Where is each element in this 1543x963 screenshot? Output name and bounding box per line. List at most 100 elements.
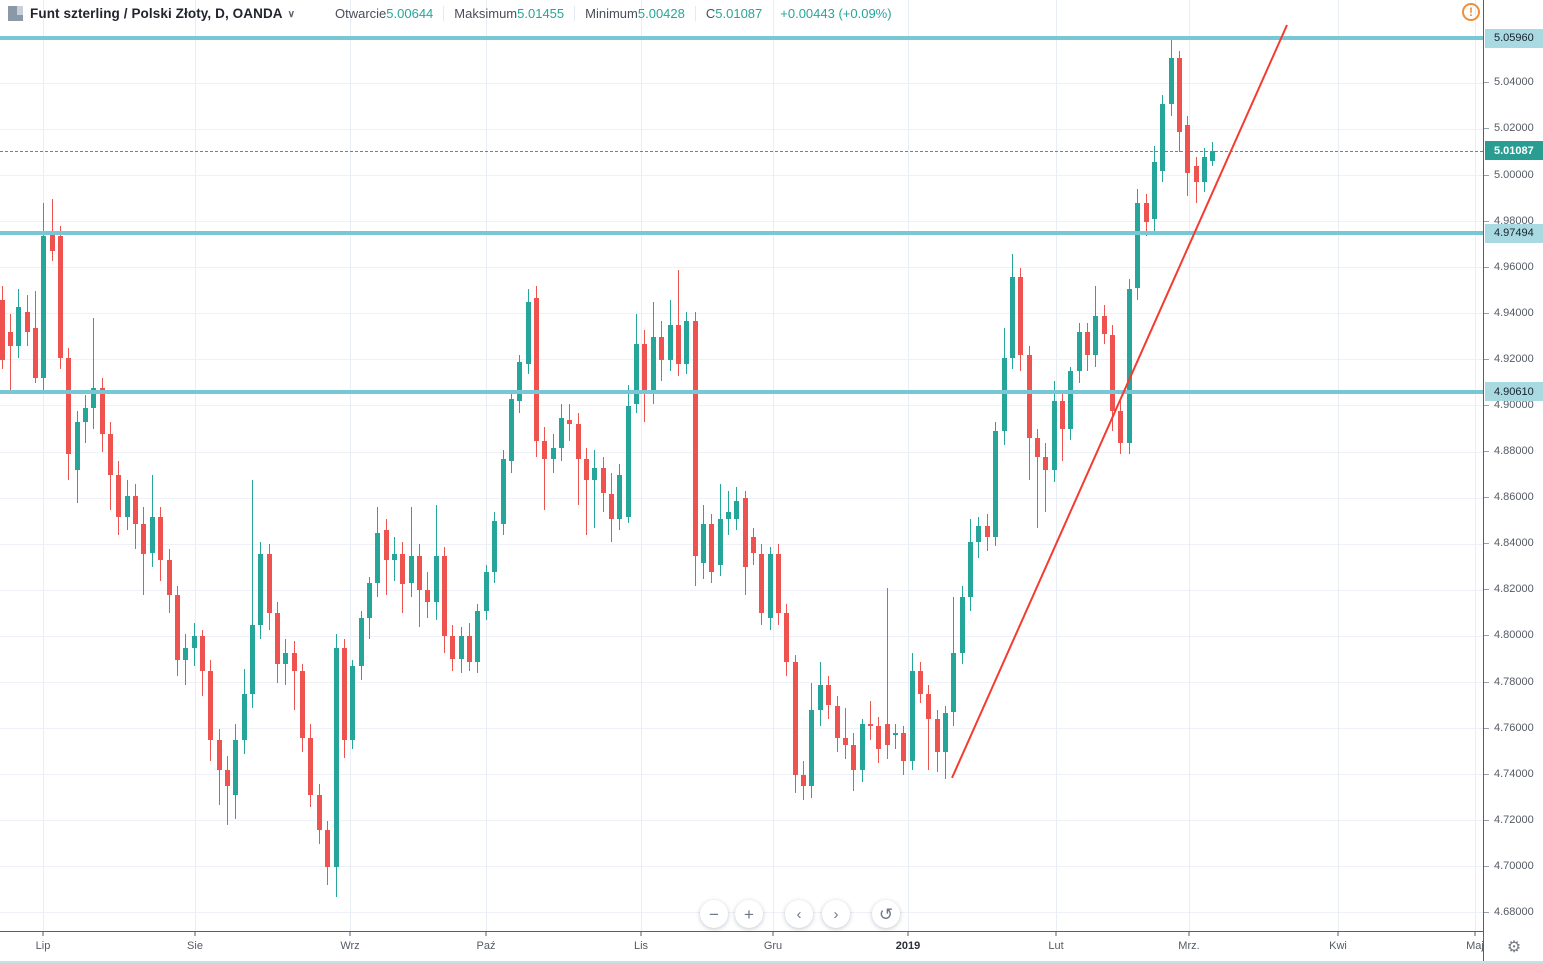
vertical-gridline — [1475, 0, 1476, 931]
price-tick-text: 4.86000 — [1494, 491, 1534, 504]
gear-icon[interactable]: ⚙ — [1506, 939, 1522, 956]
candle-body — [1085, 332, 1090, 356]
horizontal-gridline — [0, 682, 1483, 683]
candle-wick — [586, 447, 587, 536]
price-tick-text: 4.96000 — [1494, 260, 1534, 273]
candle-body — [1160, 104, 1166, 171]
price-axis-label: 4.80000 — [1484, 629, 1543, 643]
candle-body — [483, 571, 489, 612]
vertical-gridline — [486, 0, 487, 931]
candle-body — [859, 724, 865, 771]
candle-body — [233, 740, 239, 796]
vertical-gridline — [350, 0, 351, 931]
candle-body — [1051, 401, 1057, 471]
pan-right-button[interactable]: › — [822, 900, 850, 928]
candle-body — [116, 475, 122, 517]
candle-body — [467, 636, 473, 662]
chart-pane[interactable] — [0, 0, 1483, 931]
candle-body — [817, 684, 823, 711]
price-tick-mark — [1484, 358, 1489, 360]
candle-body — [625, 406, 631, 517]
candle-body — [734, 500, 740, 519]
price-tick-mark — [1484, 312, 1489, 314]
time-tick-mark — [907, 932, 909, 936]
candle-body — [1068, 371, 1074, 429]
candle-body — [275, 613, 281, 665]
candle-body — [751, 537, 756, 554]
candle-body — [692, 320, 698, 556]
symbol-title[interactable]: Funt szterling / Polski Złoty, D, OANDA — [30, 5, 283, 21]
pan-left-button[interactable]: ‹ — [785, 900, 813, 928]
candle-body — [884, 724, 890, 745]
horizontal-level-line[interactable] — [0, 389, 1483, 394]
price-tick-mark — [1484, 589, 1489, 591]
candle-body — [717, 518, 723, 565]
candle-wick — [886, 588, 888, 759]
candle-body — [851, 744, 857, 770]
candle-body — [450, 636, 456, 660]
price-tick-mark — [1484, 82, 1489, 84]
candle-body — [32, 327, 38, 379]
candle-body — [1060, 401, 1065, 430]
candle-body — [442, 555, 447, 637]
candle-body — [417, 555, 422, 591]
price-axis[interactable]: 5.04000 5.02000 5.00000 4.98000 4.96000 4.940… — [1483, 0, 1543, 961]
price-tick-text: 4.74000 — [1494, 767, 1534, 780]
time-tick-mark — [1337, 932, 1339, 936]
time-axis-label: Lip — [35, 940, 51, 952]
candle-body — [558, 417, 564, 448]
zoom-in-button[interactable]: + — [735, 900, 763, 928]
candle-body — [584, 459, 589, 480]
trendline-drawing[interactable] — [0, 0, 1483, 931]
time-tick-mark — [349, 932, 351, 936]
vertical-gridline — [641, 0, 642, 931]
candle-body — [49, 230, 55, 252]
candle-wick — [226, 756, 228, 826]
horizontal-level-line[interactable] — [0, 231, 1483, 236]
candle-body — [675, 325, 681, 365]
horizontal-level-line[interactable] — [0, 36, 1483, 41]
horizontal-gridline — [0, 221, 1483, 222]
time-axis[interactable]: Lip Sie Wrz Paź Lis Gru 2019 Lut Mrz. Kwi Maj — [0, 931, 1543, 962]
candle-body — [174, 595, 180, 660]
candle-body — [1135, 203, 1141, 289]
candle-body — [208, 671, 214, 741]
candle-body — [408, 555, 414, 584]
stat-high: Maksimum5.01455 — [443, 5, 574, 21]
candle-body — [684, 320, 690, 365]
candle-body — [1210, 150, 1216, 161]
time-tick-mark — [1055, 932, 1057, 936]
chevron-down-icon[interactable]: ∨ — [287, 8, 295, 20]
time-tick-mark — [42, 932, 44, 936]
candle-body — [1143, 203, 1149, 222]
price-tick-text: 5.04000 — [1494, 76, 1534, 89]
candle-body — [458, 636, 464, 660]
reset-view-button[interactable]: ↺ — [872, 900, 900, 928]
price-tick-mark — [1484, 451, 1489, 453]
price-tick-mark — [1484, 497, 1489, 499]
horizontal-gridline — [0, 636, 1483, 637]
price-tick-text: 4.92000 — [1494, 352, 1534, 365]
price-tick-text: 4.68000 — [1494, 906, 1534, 918]
candle-body — [1118, 410, 1124, 443]
price-tick-mark — [1484, 543, 1489, 545]
candle-body — [951, 652, 957, 713]
price-axis-label: 4.92000 — [1484, 353, 1543, 367]
candle-body — [959, 597, 965, 653]
candle-body — [141, 523, 147, 554]
candle-body — [659, 336, 665, 360]
warning-icon[interactable]: ! — [1462, 3, 1480, 21]
vertical-gridline — [773, 0, 774, 931]
candle-body — [1034, 438, 1040, 457]
trend-line[interactable] — [951, 24, 1288, 779]
candle-body — [241, 694, 247, 741]
candle-body — [575, 424, 581, 459]
horizontal-gridline — [0, 866, 1483, 867]
candle-body — [41, 235, 47, 379]
time-axis-label: Wrz — [340, 940, 360, 952]
level-price-tag: 4.90610 — [1485, 382, 1543, 402]
zoom-out-button[interactable]: − — [700, 900, 728, 928]
candle-body — [191, 636, 197, 648]
candle-body — [108, 433, 113, 476]
